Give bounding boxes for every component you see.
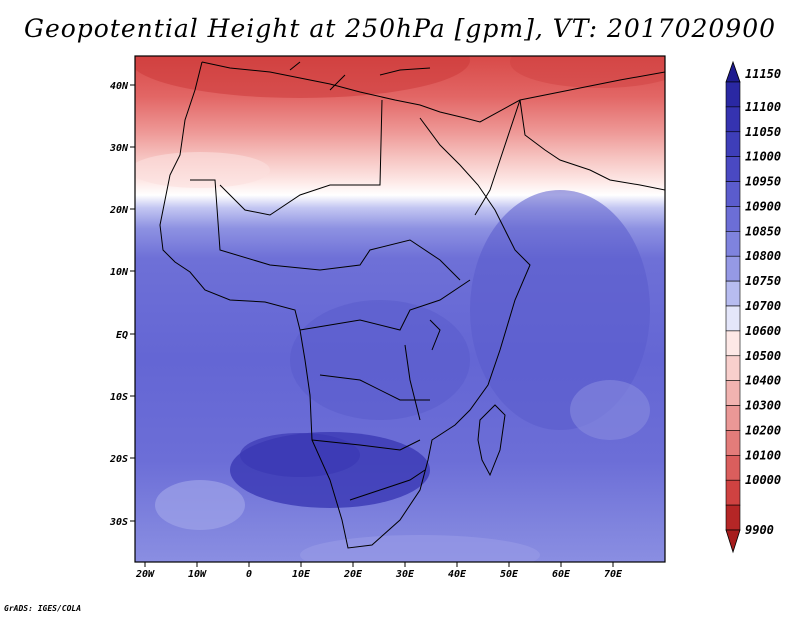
x-tick-label: 40E	[448, 569, 467, 580]
colorbar-swatch	[725, 231, 741, 257]
colorbar-swatch	[725, 255, 741, 282]
y-tick-label: 20S	[109, 454, 128, 465]
y-tick-label: 20N	[109, 205, 129, 216]
colorbar-swatch	[725, 504, 741, 531]
y-axis: 40N 30N 20N 10N EQ 10S 20S 30S	[109, 81, 135, 528]
colorbar-level-label: 10800	[745, 249, 781, 263]
colorbar-level-label: 10700	[745, 299, 781, 313]
x-tick-label: 30E	[395, 569, 415, 580]
colorbar-swatch	[725, 156, 741, 182]
colorbar-swatch	[725, 355, 741, 381]
colorbar-swatch	[725, 455, 741, 481]
colorbar-level-label: 11150	[745, 67, 781, 81]
y-tick-label: 30S	[109, 517, 128, 528]
colorbar-swatch	[725, 305, 741, 332]
colorbar-swatch	[725, 81, 741, 108]
colorbar-top-arrow	[725, 60, 741, 83]
x-tick-label: 20W	[135, 569, 155, 580]
x-tick-label: 10E	[292, 569, 311, 580]
colorbar-swatch	[725, 430, 741, 456]
colorbar-level-label: 11000	[745, 150, 781, 164]
y-tick-label: 30N	[109, 143, 129, 154]
y-tick-label: EQ	[116, 330, 128, 341]
colorbar-level-label: 10300	[745, 399, 781, 413]
x-tick-label: 50E	[500, 569, 519, 580]
y-tick-label: 10S	[110, 392, 128, 403]
colorbar-level-label: 10750	[745, 274, 781, 288]
coastlines	[159, 61, 665, 549]
colorbar-swatch	[725, 380, 741, 406]
contour-field	[135, 56, 665, 562]
colorbar-swatch	[725, 479, 741, 506]
colorbar-level-label: 10500	[745, 349, 781, 363]
colorbar-swatch	[725, 330, 741, 357]
colorbar-level-label: 11100	[745, 100, 781, 114]
y-tick-label: 10N	[110, 267, 129, 278]
colorbar-level-label: 10950	[745, 175, 781, 189]
colorbar-level-label: 10850	[745, 224, 781, 238]
colorbar-swatch	[725, 206, 741, 232]
x-tick-label: 70E	[604, 569, 623, 580]
y-tick-label: 40N	[110, 81, 129, 92]
colorbar-swatch	[725, 280, 741, 307]
colorbar-level-label: 10900	[745, 199, 781, 213]
colorbar-level-label: 10100	[745, 448, 781, 462]
colorbar-level-label: 11050	[745, 125, 781, 139]
plot-title: Geopotential Height at 250hPa [gpm], VT:…	[23, 14, 777, 43]
colorbar: 11150 11100 11050 11000 10950 10900 10850 10800…	[725, 60, 781, 554]
credit-label: GrADS: IGES/COLA	[4, 604, 82, 613]
colorbar-level-label: 10000	[745, 473, 781, 487]
x-tick-label: 20E	[343, 569, 363, 580]
x-tick-label: 60E	[552, 569, 571, 580]
x-tick-label: 10W	[188, 569, 207, 580]
colorbar-swatch	[725, 181, 741, 207]
colorbar-swatch	[725, 106, 741, 133]
colorbar-level-label: 10200	[745, 423, 781, 437]
colorbar-swatch	[725, 131, 741, 157]
colorbar-swatch	[725, 405, 741, 431]
colorbar-bottom-arrow	[725, 529, 741, 554]
colorbar-level-label: 10400	[745, 374, 781, 388]
colorbar-level-label: 9900	[745, 523, 774, 537]
colorbar-level-label: 10600	[745, 324, 781, 338]
x-tick-label: 0	[246, 569, 252, 580]
x-axis: 20W 10W 0 10E 20E 30E 40E 50E 60E 70E	[135, 562, 623, 580]
plot-frame	[134, 55, 666, 563]
